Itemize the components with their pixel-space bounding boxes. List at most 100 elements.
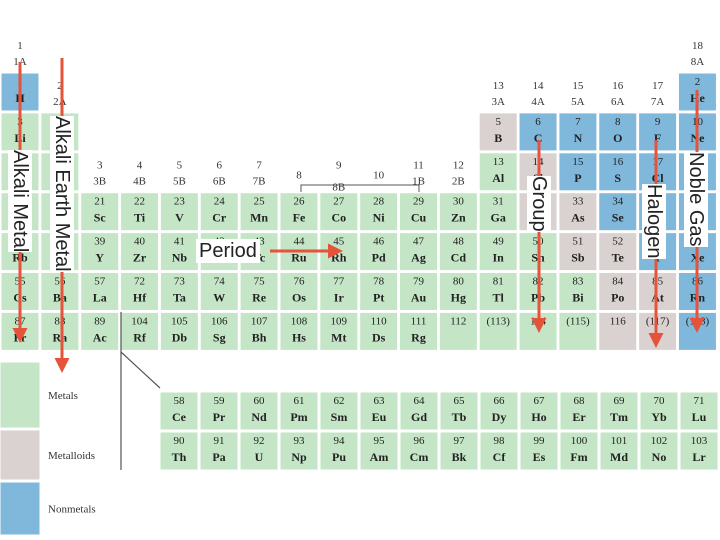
element-cell <box>359 192 399 232</box>
group-number: 8 <box>296 170 302 182</box>
element-symbol: W <box>213 291 225 305</box>
element-symbol: Tm <box>610 410 628 424</box>
group-name: 8B <box>332 182 345 194</box>
element-cell <box>639 431 679 471</box>
element-cell <box>159 192 199 232</box>
atomic-number: 71 <box>694 395 705 407</box>
group-number: 15 <box>572 80 584 92</box>
element-symbol: Hf <box>133 291 147 305</box>
element-symbol: O <box>613 131 622 145</box>
element-cell <box>120 311 160 351</box>
element-cell <box>279 311 319 351</box>
element-symbol: Cl <box>652 171 665 185</box>
atomic-number: 59 <box>214 395 226 407</box>
element-cell <box>519 431 559 471</box>
atomic-number: 15 <box>572 156 584 168</box>
atomic-number: 16 <box>612 156 624 168</box>
element-symbol: Er <box>572 410 586 424</box>
element-cell <box>478 112 518 152</box>
element-cell <box>319 192 359 232</box>
group-number: 5 <box>177 160 183 172</box>
element-cell <box>479 391 519 431</box>
element-cell <box>359 391 399 431</box>
element-symbol: U <box>255 450 264 464</box>
element-symbol: Cm <box>410 450 429 464</box>
atomic-number: 28 <box>373 196 385 208</box>
element-cell <box>478 232 518 272</box>
element-cell <box>638 272 678 311</box>
atomic-number: 33 <box>572 196 584 208</box>
element-symbol: Hs <box>292 330 306 344</box>
atomic-number: 93 <box>294 435 306 447</box>
element-symbol: Co <box>331 211 346 225</box>
element-cell <box>438 311 478 351</box>
element-cell <box>399 431 439 471</box>
element-cell <box>598 192 638 232</box>
element-cell <box>598 152 638 192</box>
element-symbol: Mt <box>331 330 346 344</box>
element-cell <box>199 431 239 471</box>
atomic-number: 73 <box>174 276 186 288</box>
legend-swatch <box>0 481 41 536</box>
atomic-number: 56 <box>54 276 66 288</box>
element-cell <box>478 311 518 351</box>
element-cell <box>80 192 120 232</box>
element-cell <box>199 311 239 351</box>
atomic-number: 104 <box>131 315 148 327</box>
element-cell <box>438 232 478 272</box>
group-name: 6A <box>611 96 625 108</box>
atomic-number: 77 <box>333 276 345 288</box>
element-symbol: F <box>654 131 661 145</box>
atomic-number: 39 <box>94 236 106 248</box>
element-symbol: Ce <box>172 410 187 424</box>
atomic-number: 88 <box>54 315 66 327</box>
atomic-number: 49 <box>493 236 505 248</box>
element-symbol: Yb <box>651 410 667 424</box>
element-symbol: Nd <box>251 410 267 424</box>
element-symbol: Hg <box>451 291 466 305</box>
element-symbol: Os <box>292 291 306 305</box>
atomic-number: 95 <box>374 435 386 447</box>
element-symbol: Ta <box>173 291 186 305</box>
element-symbol: Y <box>95 251 104 265</box>
element-cell <box>359 232 399 272</box>
atomic-number: 92 <box>254 435 265 447</box>
atomic-number: 5 <box>495 116 501 128</box>
element-symbol: Te <box>612 251 625 265</box>
element-symbol: V <box>175 211 184 225</box>
element-cell <box>399 272 438 311</box>
group-name: 8A <box>691 56 705 68</box>
element-cell <box>559 391 599 431</box>
element-symbol: Ti <box>134 211 146 225</box>
element-symbol: Sb <box>571 251 585 265</box>
element-cell <box>559 431 599 471</box>
atomic-number: 29 <box>413 196 425 208</box>
group-name: 7B <box>253 176 266 188</box>
atomic-number: 40 <box>134 236 146 248</box>
element-symbol: Rf <box>133 330 147 344</box>
group-number: 18 <box>692 40 704 52</box>
element-symbol: Se <box>612 211 625 225</box>
atomic-number: 103 <box>691 435 708 447</box>
atomic-number: 97 <box>454 435 466 447</box>
element-symbol: P <box>574 171 581 185</box>
element-symbol: S <box>614 171 621 185</box>
atomic-number: 90 <box>174 435 186 447</box>
group-name: 5A <box>571 96 585 108</box>
element-symbol: Ag <box>411 251 426 265</box>
element-cell <box>120 232 160 272</box>
element-cell <box>638 112 678 152</box>
element-symbol: Tb <box>452 410 467 424</box>
group-name: 4B <box>133 176 146 188</box>
element-cell <box>598 311 638 351</box>
element-cell <box>80 311 120 351</box>
element-cell <box>599 431 639 471</box>
group-number: 1 <box>17 40 23 52</box>
atomic-number: (117) <box>646 315 670 327</box>
element-symbol: Re <box>252 291 267 305</box>
element-symbol: Nb <box>172 251 188 265</box>
group-name: 7A <box>651 96 665 108</box>
annotation: Alkali Metal <box>8 150 32 253</box>
element-symbol: Ir <box>334 291 345 305</box>
